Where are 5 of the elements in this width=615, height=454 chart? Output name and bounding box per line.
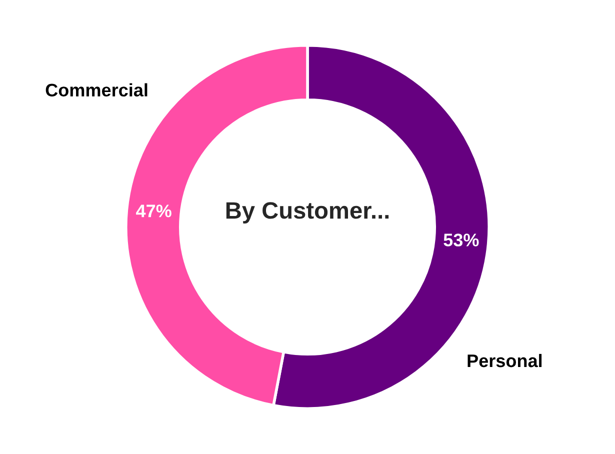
slice-label: Commercial [46, 83, 148, 96]
slice-label: Personal [468, 354, 542, 368]
text: By Customer... [226, 202, 389, 224]
data-label: 47% [136, 204, 172, 218]
data-label: 53% [444, 234, 479, 246]
